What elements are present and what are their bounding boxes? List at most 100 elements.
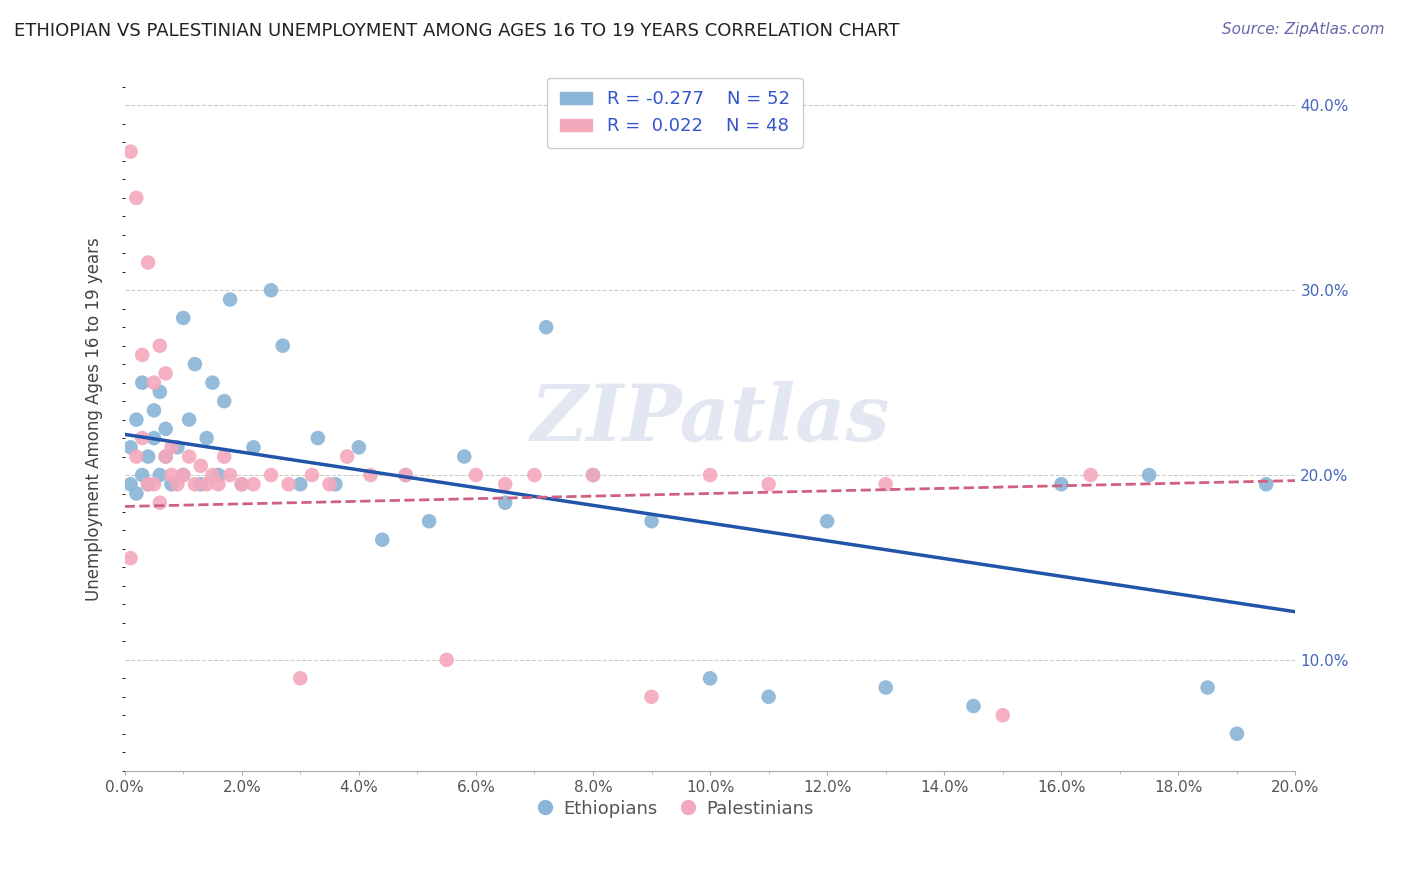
Point: [207, 477, 229, 491]
Point: [172, 310, 194, 325]
Point: [325, 477, 347, 491]
Point: [201, 468, 224, 483]
Point: [190, 477, 212, 491]
Point: [231, 477, 253, 491]
Point: [125, 450, 148, 464]
Point: [758, 690, 780, 704]
Point: [360, 468, 382, 483]
Point: [219, 468, 242, 483]
Point: [212, 394, 235, 409]
Point: [534, 320, 557, 334]
Point: [1197, 681, 1219, 695]
Point: [1050, 477, 1073, 491]
Point: [494, 496, 516, 510]
Point: [260, 283, 283, 297]
Point: [277, 477, 299, 491]
Point: [120, 145, 142, 159]
Point: [155, 450, 177, 464]
Point: [149, 496, 172, 510]
Point: [125, 191, 148, 205]
Point: [143, 376, 166, 390]
Point: [125, 486, 148, 500]
Point: [395, 468, 418, 483]
Point: [155, 450, 177, 464]
Point: [172, 468, 194, 483]
Point: [131, 468, 153, 483]
Point: [418, 514, 440, 528]
Point: [436, 653, 458, 667]
Point: [136, 255, 159, 269]
Point: [166, 440, 188, 454]
Text: ETHIOPIAN VS PALESTINIAN UNEMPLOYMENT AMONG AGES 16 TO 19 YEARS CORRELATION CHAR: ETHIOPIAN VS PALESTINIAN UNEMPLOYMENT AM…: [14, 22, 900, 40]
Point: [143, 403, 166, 417]
Point: [195, 477, 218, 491]
Text: Source: ZipAtlas.com: Source: ZipAtlas.com: [1222, 22, 1385, 37]
Point: [523, 468, 546, 483]
Point: [149, 384, 172, 399]
Point: [143, 431, 166, 445]
Point: [1256, 477, 1278, 491]
Point: [582, 468, 605, 483]
Point: [815, 514, 838, 528]
Point: [184, 357, 207, 371]
Point: [1197, 782, 1219, 797]
Point: [136, 477, 159, 491]
Point: [640, 690, 662, 704]
Point: [172, 468, 194, 483]
Point: [494, 477, 516, 491]
Point: [195, 431, 218, 445]
Point: [991, 708, 1014, 723]
Point: [120, 551, 142, 566]
Point: [1137, 468, 1160, 483]
Point: [453, 450, 475, 464]
Point: [290, 671, 312, 685]
Point: [136, 477, 159, 491]
Y-axis label: Unemployment Among Ages 16 to 19 years: Unemployment Among Ages 16 to 19 years: [86, 238, 103, 601]
Point: [582, 468, 605, 483]
Point: [177, 450, 200, 464]
Point: [271, 339, 294, 353]
Point: [120, 440, 142, 454]
Point: [190, 458, 212, 473]
Point: [758, 477, 780, 491]
Point: [242, 440, 264, 454]
Text: ZIPatlas: ZIPatlas: [530, 382, 890, 458]
Point: [131, 348, 153, 362]
Point: [242, 477, 264, 491]
Point: [875, 681, 897, 695]
Point: [290, 477, 312, 491]
Point: [219, 293, 242, 307]
Legend: Ethiopians, Palestinians: Ethiopians, Palestinians: [529, 792, 821, 825]
Point: [207, 468, 229, 483]
Point: [1226, 727, 1249, 741]
Point: [201, 376, 224, 390]
Point: [166, 477, 188, 491]
Point: [212, 450, 235, 464]
Point: [875, 477, 897, 491]
Point: [336, 450, 359, 464]
Point: [160, 477, 183, 491]
Point: [699, 671, 721, 685]
Point: [184, 477, 207, 491]
Point: [318, 477, 340, 491]
Point: [131, 431, 153, 445]
Point: [120, 477, 142, 491]
Point: [125, 412, 148, 426]
Point: [1080, 468, 1102, 483]
Point: [464, 468, 486, 483]
Point: [149, 339, 172, 353]
Point: [395, 468, 418, 483]
Point: [371, 533, 394, 547]
Point: [347, 440, 370, 454]
Point: [177, 412, 200, 426]
Point: [301, 468, 323, 483]
Point: [231, 477, 253, 491]
Point: [149, 468, 172, 483]
Point: [160, 468, 183, 483]
Point: [160, 440, 183, 454]
Point: [962, 699, 984, 714]
Point: [155, 367, 177, 381]
Point: [136, 450, 159, 464]
Point: [131, 376, 153, 390]
Point: [640, 514, 662, 528]
